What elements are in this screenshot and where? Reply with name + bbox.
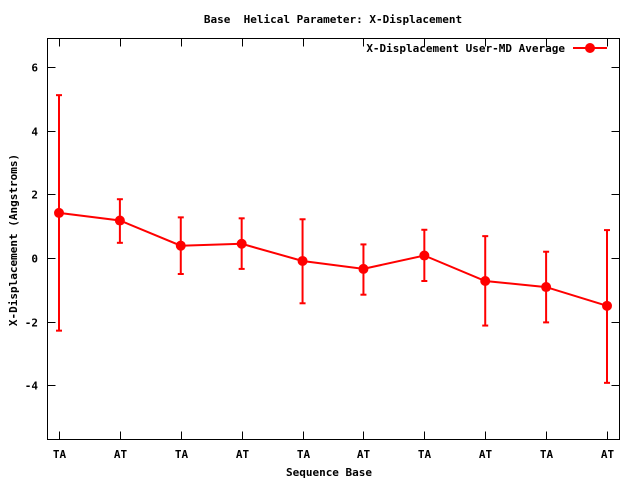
- legend-marker-sample: [585, 43, 595, 53]
- x-tick-label-1: AT: [114, 448, 128, 461]
- data-point-4: [297, 255, 308, 266]
- x-axis-label: Sequence Base: [286, 466, 372, 479]
- legend-label: X-Displacement User-MD Average: [366, 42, 565, 55]
- plot-frame: [47, 38, 620, 440]
- data-point-5: [358, 263, 369, 274]
- x-tick-label-5: AT: [357, 448, 371, 461]
- y-tick-label-4: 4: [31, 126, 38, 139]
- series-line-0: [58, 211, 608, 307]
- x-tick-label-6: TA: [418, 448, 432, 461]
- data-point-1: [114, 215, 125, 226]
- x-tick-label-4: TA: [297, 448, 311, 461]
- chart-title: Base Helical Parameter: X-Displacement: [204, 13, 462, 26]
- x-axis: TA AT TA AT TA AT TA AT TA AT: [53, 38, 615, 461]
- data-point-3: [236, 238, 247, 249]
- y-tick-label-1: -2: [25, 317, 38, 330]
- data-point-6: [419, 250, 430, 261]
- y-axis: -4 -2 0 2 4 6: [25, 62, 620, 393]
- data-point-2: [175, 240, 186, 251]
- x-tick-label-3: AT: [236, 448, 250, 461]
- y-tick-label-3: 2: [31, 189, 38, 202]
- legend: X-Displacement User-MD Average: [366, 42, 607, 55]
- series-0: [54, 94, 612, 384]
- data-point-9: [602, 300, 612, 311]
- y-tick-label-0: -4: [25, 380, 39, 393]
- x-tick-label-0: TA: [53, 448, 67, 461]
- x-tick-label-9: AT: [601, 448, 615, 461]
- data-point-0: [54, 207, 64, 218]
- x-tick-label-8: TA: [540, 448, 554, 461]
- y-tick-label-5: 6: [31, 62, 38, 75]
- data-point-8: [541, 282, 552, 293]
- y-axis-label: X-Displacement (Angstroms): [7, 154, 20, 326]
- y-tick-label-2: 0: [31, 253, 38, 266]
- data-point-7: [480, 276, 491, 287]
- x-tick-label-7: AT: [479, 448, 493, 461]
- x-tick-label-2: TA: [175, 448, 189, 461]
